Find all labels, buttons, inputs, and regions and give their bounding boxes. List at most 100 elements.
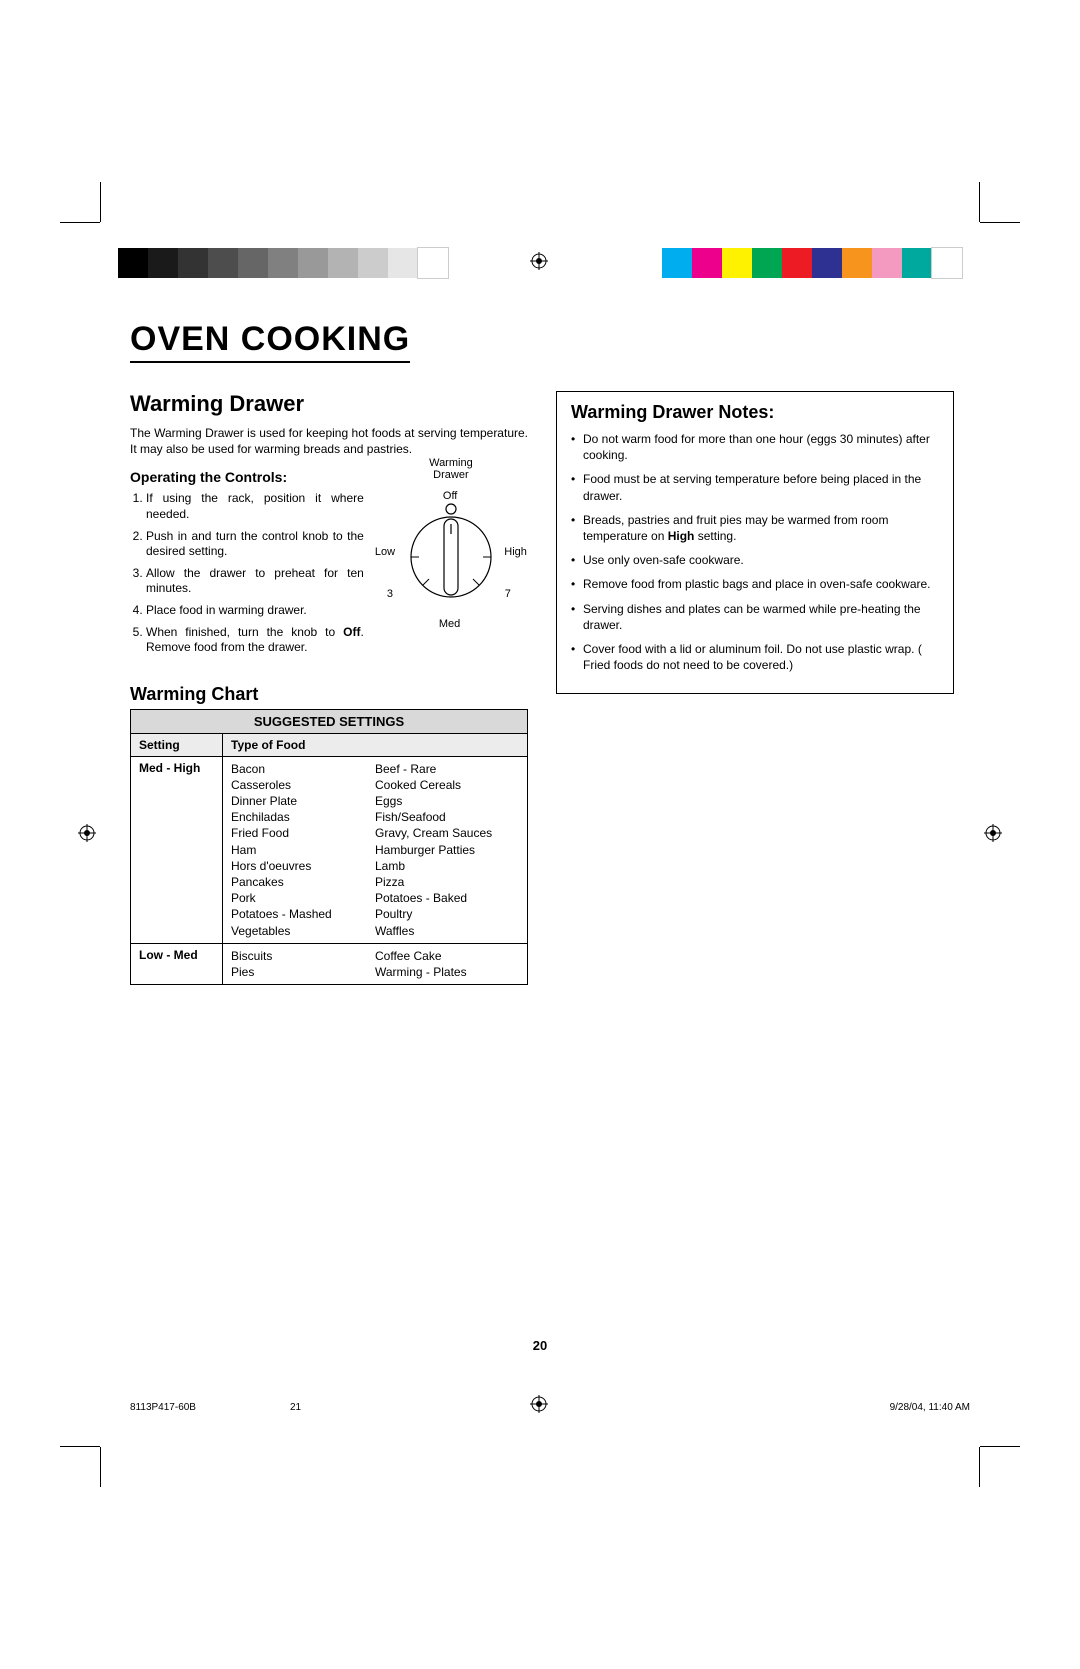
food-item: Hors d'oeuvres [231, 858, 375, 874]
knob-title-line2: Drawer [433, 469, 468, 481]
table-col-food: Type of Food [223, 733, 528, 756]
swatch [388, 248, 418, 278]
swatch [328, 248, 358, 278]
food-item: Biscuits [231, 948, 375, 964]
knob-diagram: Warming Drawer [374, 457, 528, 661]
registration-mark-icon [78, 824, 96, 842]
knob-label-3: 3 [387, 588, 393, 600]
food-item: Poultry [375, 906, 519, 922]
food-item: Bacon [231, 761, 375, 777]
step-item: When finished, turn the knob to Off. Rem… [146, 625, 364, 656]
food-item: Pies [231, 964, 375, 980]
food-item: Fried Food [231, 825, 375, 841]
warming-chart-heading: Warming Chart [130, 684, 528, 705]
registration-mark-icon [984, 824, 1002, 842]
food-item: Warming - Plates [375, 964, 519, 980]
food-item: Casseroles [231, 777, 375, 793]
food-item: Lamb [375, 858, 519, 874]
swatch [298, 248, 328, 278]
swatch [118, 248, 148, 278]
swatch [268, 248, 298, 278]
left-column: Warming Drawer The Warming Drawer is use… [130, 391, 528, 985]
swatch [148, 248, 178, 278]
note-item: Food must be at serving temperature befo… [571, 471, 939, 503]
knob-label-med: Med [439, 618, 460, 630]
table-row: Low - MedBiscuitsPiesCoffee CakeWarming … [131, 943, 528, 984]
swatch [208, 248, 238, 278]
note-item: Remove food from plastic bags and place … [571, 576, 939, 592]
note-item: Cover food with a lid or aluminum foil. … [571, 641, 939, 673]
warming-drawer-heading: Warming Drawer [130, 391, 528, 417]
food-item: Vegetables [231, 923, 375, 939]
food-cell: BaconCasserolesDinner PlateEnchiladasFri… [223, 756, 528, 943]
grayscale-colorbar [118, 248, 448, 278]
food-item: Gravy, Cream Sauces [375, 825, 519, 841]
page-title: OVEN COOKING [130, 320, 410, 363]
knob-title: Warming Drawer [374, 457, 528, 481]
operating-controls-block: Operating the Controls: If using the rac… [130, 457, 528, 661]
manual-page: OVEN COOKING Warming Drawer The Warming … [0, 0, 1080, 1669]
sheet-number: 21 [290, 1402, 301, 1413]
print-footer-meta: 8113P417-60B 21 9/28/04, 11:40 AM [130, 1402, 970, 1413]
page-number: 20 [0, 1338, 1080, 1353]
swatch [238, 248, 268, 278]
crop-mark [979, 1447, 980, 1487]
knob-label-high: High [504, 546, 527, 558]
note-item: Use only oven-safe cookware. [571, 552, 939, 568]
crop-mark [979, 182, 980, 222]
swatch [782, 248, 812, 278]
notes-heading: Warming Drawer Notes: [571, 402, 939, 423]
knob-label-7: 7 [505, 588, 511, 600]
setting-cell: Low - Med [131, 943, 223, 984]
food-item: Dinner Plate [231, 793, 375, 809]
warming-drawer-intro: The Warming Drawer is used for keeping h… [130, 425, 528, 457]
right-column: Warming Drawer Notes: Do not warm food f… [556, 391, 954, 985]
step-item: Place food in warming drawer. [146, 603, 364, 619]
food-item: Beef - Rare [375, 761, 519, 777]
knob-label-off: Off [443, 490, 457, 502]
step-item: Allow the drawer to preheat for ten minu… [146, 566, 364, 597]
swatch [418, 248, 448, 278]
two-column-layout: Warming Drawer The Warming Drawer is use… [130, 391, 970, 985]
swatch [812, 248, 842, 278]
registration-mark-icon [530, 252, 548, 270]
knob-title-line1: Warming [429, 457, 473, 469]
swatch [902, 248, 932, 278]
crop-mark [100, 182, 101, 222]
knob-label-low: Low [375, 546, 395, 558]
note-item: Serving dishes and plates can be warmed … [571, 601, 939, 633]
table-col-setting: Setting [131, 733, 223, 756]
food-item: Waffles [375, 923, 519, 939]
notes-box: Warming Drawer Notes: Do not warm food f… [556, 391, 954, 694]
food-item: Pork [231, 890, 375, 906]
swatch [692, 248, 722, 278]
table-row: Med - HighBaconCasserolesDinner PlateEnc… [131, 756, 528, 943]
swatch [178, 248, 208, 278]
swatch [358, 248, 388, 278]
crop-mark [100, 1447, 101, 1487]
crop-mark [980, 222, 1020, 223]
content-area: OVEN COOKING Warming Drawer The Warming … [130, 320, 970, 985]
swatch [752, 248, 782, 278]
food-item: Enchiladas [231, 809, 375, 825]
step-item: Push in and turn the control knob to the… [146, 529, 364, 560]
print-timestamp: 9/28/04, 11:40 AM [890, 1402, 970, 1413]
food-item: Fish/Seafood [375, 809, 519, 825]
setting-cell: Med - High [131, 756, 223, 943]
food-item: Pizza [375, 874, 519, 890]
food-item: Hamburger Patties [375, 842, 519, 858]
operating-controls-heading: Operating the Controls: [130, 469, 364, 485]
swatch [662, 248, 692, 278]
swatch [722, 248, 752, 278]
note-item: Breads, pastries and fruit pies may be w… [571, 512, 939, 544]
food-item: Cooked Cereals [375, 777, 519, 793]
crop-mark [60, 222, 100, 223]
swatch [932, 248, 962, 278]
food-cell: BiscuitsPiesCoffee CakeWarming - Plates [223, 943, 528, 984]
note-item: Do not warm food for more than one hour … [571, 431, 939, 463]
food-item: Potatoes - Mashed [231, 906, 375, 922]
table-title: SUGGESTED SETTINGS [131, 709, 528, 733]
crop-mark [980, 1446, 1020, 1447]
food-item: Pancakes [231, 874, 375, 890]
swatch [872, 248, 902, 278]
